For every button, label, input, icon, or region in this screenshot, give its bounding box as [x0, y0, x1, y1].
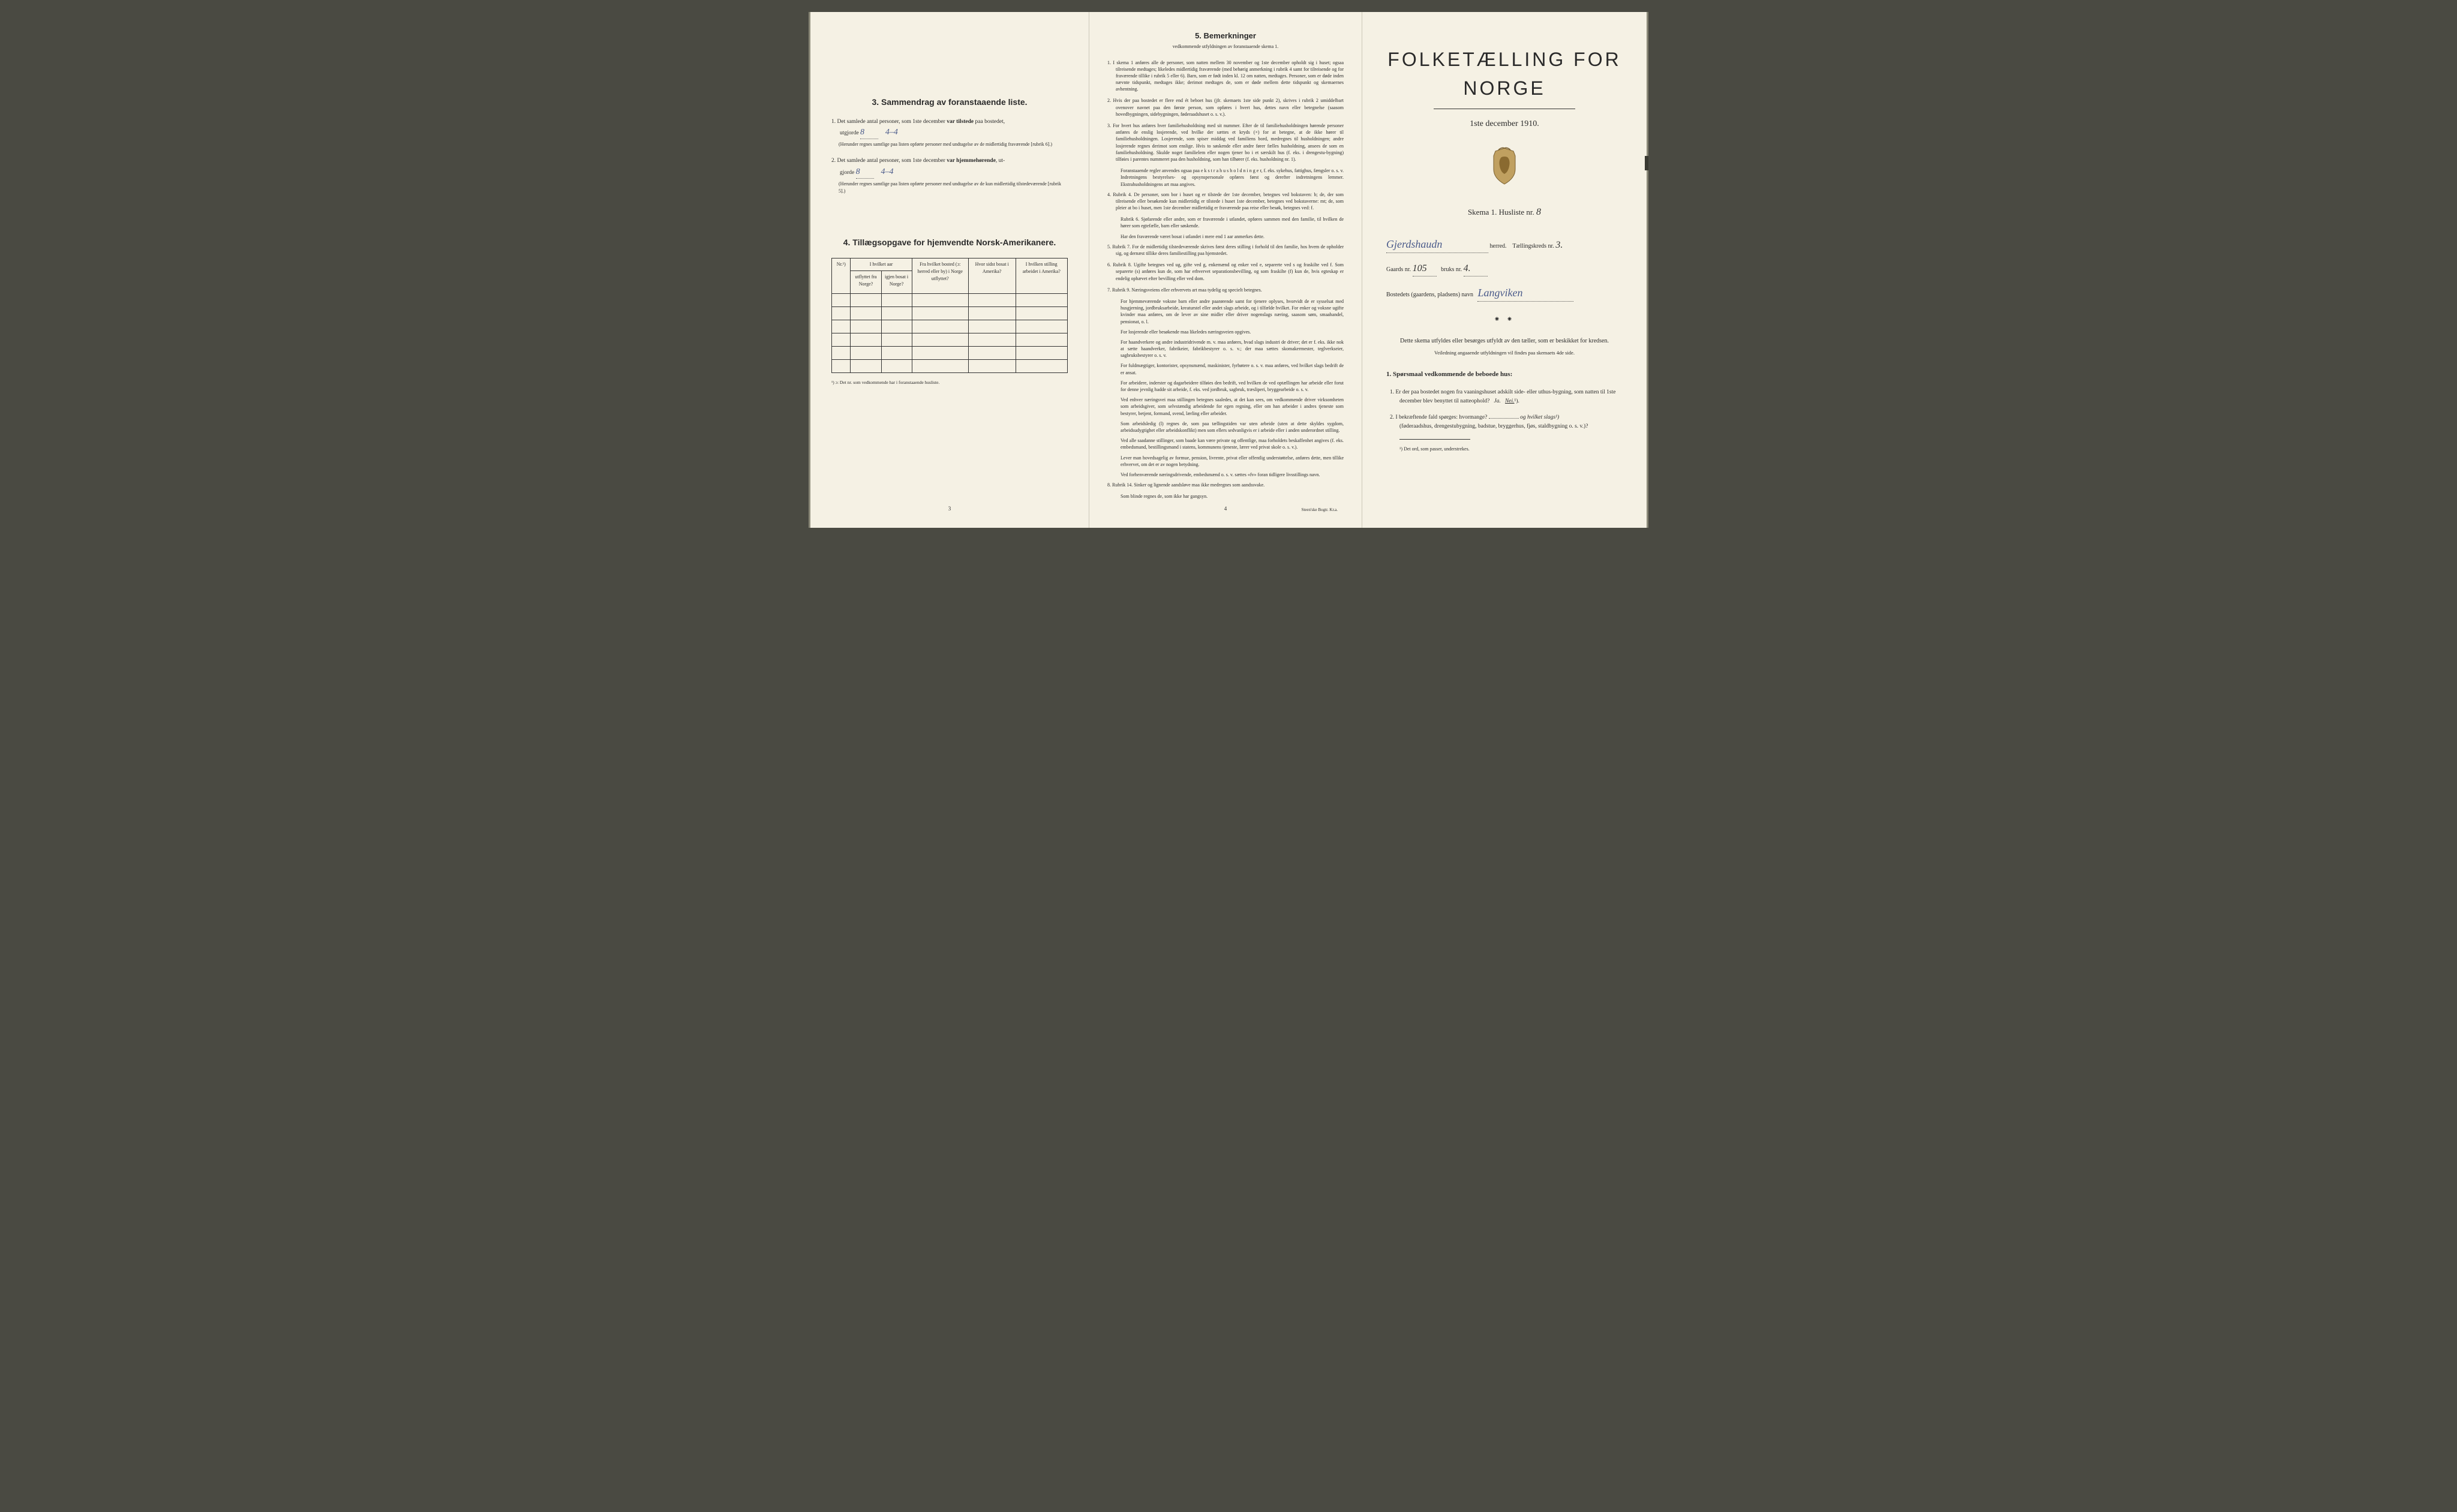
bem-7-extra-3: For fuldmægtiger, kontorister, opsynsmæn… [1107, 362, 1344, 375]
question-1: 1. Det samlede antal personer, som 1ste … [831, 118, 1068, 148]
herred-line: Gjerdshaudn herred. Tællingskreds nr. 3. [1386, 236, 1623, 253]
bem-7-extra-4: For arbeidere, inderster og dagarbeidere… [1107, 380, 1344, 393]
bem-7-extra-9: Ved forhenværende næringsdrivende, embed… [1107, 471, 1344, 478]
sub-question-2: 2. I bekræftende fald spørges: hvormange… [1386, 413, 1623, 431]
section-5-title: 5. Bemerkninger [1107, 30, 1344, 42]
section-3-title: 3. Sammendrag av foranstaaende liste. [831, 96, 1068, 109]
section-5-subtitle: vedkommende utfyldningen av foranstaaend… [1107, 43, 1344, 50]
q2-hand-b: 4–4 [881, 167, 894, 176]
bem-7-extra-6: Som arbeidsledig (l) regnes de, som paa … [1107, 420, 1344, 434]
q1-hand-a: 8 [860, 128, 864, 137]
th-position: I hvilken stilling arbeidet i Amerika? [1016, 258, 1068, 293]
gaards-nr: 105 [1413, 263, 1427, 273]
q1-bold: var tilstede [947, 119, 974, 125]
bosted-label: Bostedets (gaardens, pladsens) navn [1386, 291, 1473, 298]
q2-text-a: 2. Det samlede antal personer, som 1ste … [831, 158, 947, 164]
th-year: I hvilket aar [851, 258, 912, 270]
bem-item-7: 7. Rubrik 9. Næringsveiens eller erhverv… [1107, 287, 1344, 293]
page-number-3: 3 [948, 505, 951, 513]
gaards-line: Gaards nr. 105 bruks nr. 4. [1386, 261, 1623, 276]
th-emigrated: utflyttet fra Norge? [851, 270, 881, 293]
bem-item-3: 3. For hvert hus anføres hver familiehus… [1107, 122, 1344, 163]
sub-question-1: 1. Er der paa bostedet nogen fra vaaning… [1386, 388, 1623, 406]
q1-note: (Herunder regnes samtlige paa listen opf… [831, 141, 1068, 148]
section-4-title: 4. Tillægsopgave for hjemvendte Norsk-Am… [831, 236, 1068, 249]
sq1-text: 1. Er der paa bostedet nogen fra vaaning… [1390, 389, 1615, 404]
bem-item-1: 1. I skema 1 anføres alle de personer, s… [1107, 59, 1344, 93]
sq1-nei: Nei. [1505, 398, 1515, 404]
bem-item-8: 8. Rubrik 14. Sinker og lignende aandslø… [1107, 482, 1344, 488]
page-number-4: 4 [1224, 505, 1227, 513]
q2-line2: gjorde [831, 170, 854, 176]
coat-of-arms-icon [1386, 145, 1623, 190]
census-date: 1ste december 1910. [1386, 118, 1623, 130]
bem-8-extra: Som blinde regnes de, som ikke har gangs… [1107, 493, 1344, 500]
table-header-row: Nr.¹) I hvilket aar Fra hvilket bosted (… [832, 258, 1068, 270]
th-where: Hvor sidst bosat i Amerika? [968, 258, 1016, 293]
bruks-nr: 4. [1464, 263, 1471, 273]
table-row [832, 359, 1068, 372]
table-row [832, 320, 1068, 333]
table-row [832, 346, 1068, 359]
q2-bold: var hjemmehørende [947, 158, 996, 164]
right-footnote: ¹) Det ord, som passer, understrekes. [1386, 446, 1623, 453]
bem-4-extra1: Rubrik 6. Sjøfarende eller andre, som er… [1107, 216, 1344, 229]
table-row [832, 306, 1068, 320]
q1-hand-b: 4–4 [885, 128, 898, 137]
document-spread: 3. Sammendrag av foranstaaende liste. 1.… [809, 12, 1648, 528]
q1-text-b: paa bostedet, [974, 119, 1005, 125]
bem-item-4: 4. Rubrik 4. De personer, som bor i huse… [1107, 191, 1344, 212]
th-from: Fra hvilket bosted (ɔ: herred eller by) … [912, 258, 968, 293]
edge-tab [1645, 156, 1648, 170]
sq2-paren: (føderaadshus, drengestubygning, badstue… [1399, 423, 1588, 429]
printer-credit: Steen'ske Bogtr. Kr.a. [1301, 507, 1338, 513]
th-returned: igjen bosat i Norge? [881, 270, 912, 293]
skema-label: Skema 1. Husliste nr. [1468, 208, 1534, 217]
bem-7-extra-2: For haandverkere og andre industridriven… [1107, 339, 1344, 359]
herred-value: Gjerdshaudn [1386, 238, 1442, 250]
bem-7-extra-0: For hjemmeværende voksne barn eller andr… [1107, 298, 1344, 325]
page-3: 3. Sammendrag av foranstaaende liste. 1.… [809, 12, 1089, 528]
sq2-text: 2. I bekræftende fald spørges: hvormange… [1390, 414, 1487, 420]
sq1-ja: Ja. [1494, 398, 1501, 404]
main-title: FOLKETÆLLING FOR NORGE [1386, 45, 1623, 103]
bem-7-extra-5: Ved enhver næringsvei maa stillingen bet… [1107, 396, 1344, 417]
q1-text-a: 1. Det samlede antal personer, som 1ste … [831, 119, 947, 125]
table-row [832, 333, 1068, 346]
bosted-value: Langviken [1477, 287, 1522, 299]
bem-3-extra: Foranstaaende regler anvendes ogsaa paa … [1107, 167, 1344, 188]
sq2-suffix: og hvilket slags¹) [1520, 414, 1559, 420]
instruction-2: Veiledning angaaende utfyldningen vil fi… [1386, 349, 1623, 357]
sporsmaal-title: 1. Spørsmaal vedkommende de beboede hus: [1386, 369, 1623, 380]
bosted-line: Bostedets (gaardens, pladsens) navn Lang… [1386, 285, 1623, 302]
table-row [832, 293, 1068, 306]
bem-7-extra-7: Ved alle saadanne stillinger, som baade … [1107, 437, 1344, 450]
krets-nr: 3. [1555, 240, 1563, 250]
page-4: 5. Bemerkninger vedkommende utfyldningen… [1089, 12, 1362, 528]
sq1-sup: ¹). [1515, 398, 1519, 404]
q2-hand-a: 8 [856, 167, 860, 176]
q2-text-b: , ut- [996, 158, 1005, 164]
american-table: Nr.¹) I hvilket aar Fra hvilket bosted (… [831, 258, 1068, 373]
table-footnote: ¹) ɔ: Det nr. som vedkommende har i fora… [831, 379, 1068, 386]
bem-4-extra2: Har den fraværende været bosat i utlande… [1107, 233, 1344, 240]
krets-label: Tællingskreds nr. [1512, 243, 1554, 250]
husliste-nr: 8 [1536, 207, 1541, 217]
herred-label: herred. [1490, 243, 1507, 250]
bruks-label: bruks nr. [1441, 266, 1462, 273]
bem-7-extra-1: For losjerende eller besøkende maa likel… [1107, 329, 1344, 335]
page-cover: FOLKETÆLLING FOR NORGE 1ste december 191… [1362, 12, 1648, 528]
ornament-divider: ⁕ ⁕ [1386, 314, 1623, 324]
gaards-label: Gaards nr. [1386, 266, 1411, 273]
skema-line: Skema 1. Husliste nr. 8 [1386, 205, 1623, 220]
bem-item-6: 6. Rubrik 8. Ugifte betegnes ved ug, gif… [1107, 261, 1344, 282]
bem-item-5: 5. Rubrik 7. For de midlertidig tilstede… [1107, 244, 1344, 257]
bem-item-2: 2. Hvis der paa bostedet er flere end ét… [1107, 97, 1344, 118]
instruction-1: Dette skema utfyldes eller besørges utfy… [1386, 336, 1623, 345]
th-nr: Nr.¹) [832, 258, 851, 293]
bem-7-extra-8: Lever man hovedsagelig av formue, pensio… [1107, 455, 1344, 468]
question-2: 2. Det samlede antal personer, som 1ste … [831, 157, 1068, 194]
q2-note: (Herunder regnes samtlige paa listen opf… [831, 181, 1068, 195]
q1-line2: utgjorde [831, 130, 859, 136]
